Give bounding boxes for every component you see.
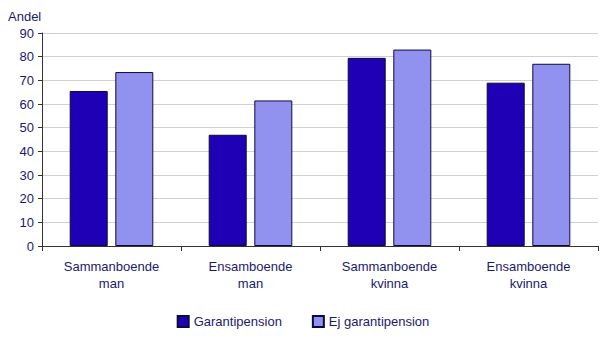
svg-text:Sammanboende: Sammanboende (342, 259, 437, 274)
svg-text:50: 50 (20, 120, 34, 135)
svg-text:Garantipension: Garantipension (194, 314, 282, 329)
svg-text:0: 0 (27, 239, 34, 254)
svg-text:Ej garantipension: Ej garantipension (329, 314, 429, 329)
svg-text:Ensamboende: Ensamboende (487, 259, 571, 274)
svg-text:man: man (99, 276, 124, 291)
svg-text:man: man (238, 276, 263, 291)
svg-text:kvinna: kvinna (371, 276, 409, 291)
svg-text:Andel: Andel (8, 9, 41, 24)
svg-text:60: 60 (20, 97, 34, 112)
svg-text:10: 10 (20, 215, 34, 230)
svg-text:90: 90 (20, 26, 34, 41)
svg-text:70: 70 (20, 73, 34, 88)
svg-text:80: 80 (20, 49, 34, 64)
svg-text:Sammanboende: Sammanboende (64, 259, 159, 274)
svg-text:kvinna: kvinna (510, 276, 548, 291)
svg-text:40: 40 (20, 144, 34, 159)
svg-text:20: 20 (20, 191, 34, 206)
svg-text:Ensamboende: Ensamboende (209, 259, 293, 274)
svg-text:30: 30 (20, 168, 34, 183)
